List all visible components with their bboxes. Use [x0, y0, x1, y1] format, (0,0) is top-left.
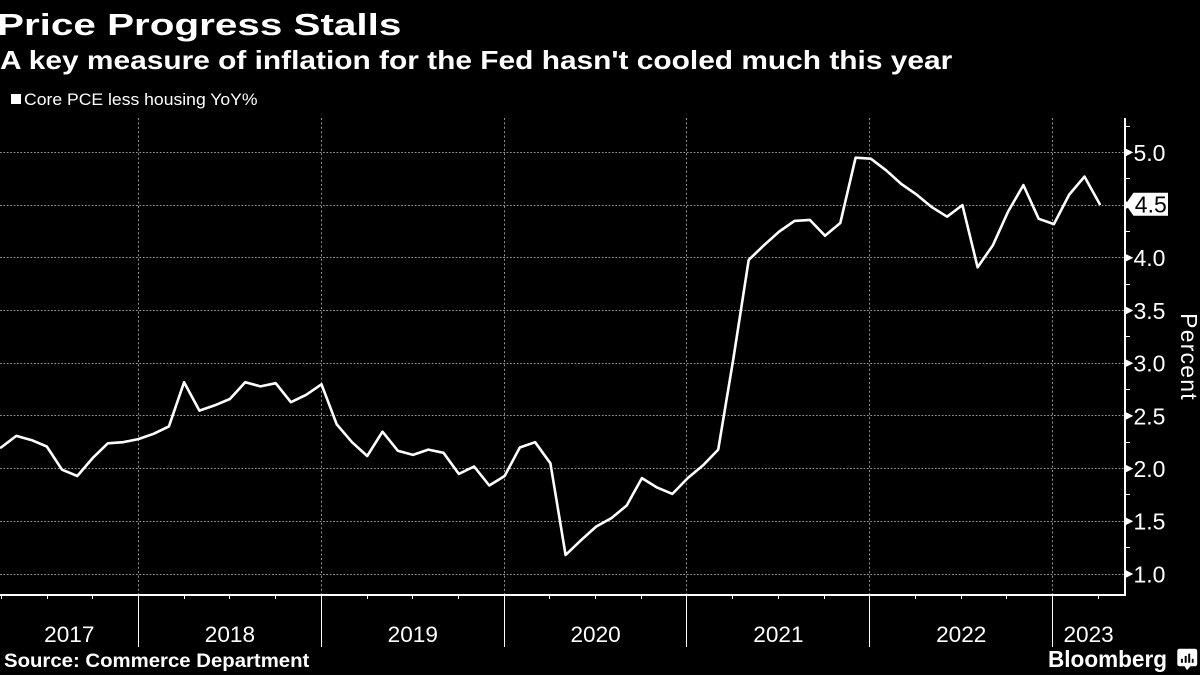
- svg-text:Percent: Percent: [1176, 313, 1200, 401]
- svg-text:4.5: 4.5: [1135, 192, 1167, 218]
- svg-text:2018: 2018: [205, 622, 255, 647]
- svg-text:2021: 2021: [753, 622, 803, 647]
- svg-text:2019: 2019: [388, 622, 438, 647]
- svg-text:3.0: 3.0: [1134, 351, 1166, 377]
- svg-text:4.0: 4.0: [1134, 245, 1166, 271]
- svg-text:2020: 2020: [570, 622, 620, 647]
- svg-text:2.5: 2.5: [1134, 403, 1166, 429]
- svg-text:2.0: 2.0: [1134, 456, 1166, 482]
- svg-text:1.5: 1.5: [1134, 509, 1166, 535]
- svg-text:3.5: 3.5: [1134, 298, 1166, 324]
- svg-text:5.0: 5.0: [1134, 140, 1166, 166]
- svg-text:2017: 2017: [44, 622, 94, 647]
- svg-text:2022: 2022: [936, 622, 986, 647]
- svg-text:2023: 2023: [1063, 622, 1113, 647]
- svg-text:1.0: 1.0: [1134, 561, 1166, 587]
